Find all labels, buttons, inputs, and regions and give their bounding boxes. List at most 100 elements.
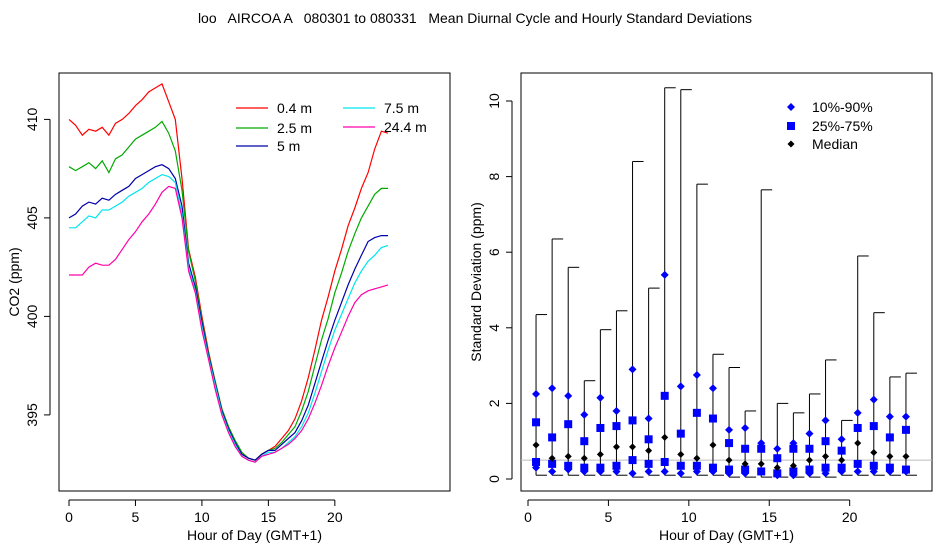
series-line-24-4-m: [69, 185, 389, 463]
p25-p75-square: [725, 439, 734, 448]
p10-p90-diamond: [837, 435, 846, 444]
p25-p75-square: [596, 423, 605, 432]
p10-p90-diamond: [725, 425, 734, 434]
median-marker: [596, 450, 604, 458]
p25-p75-square: [741, 465, 750, 474]
right-y-tick-label: 6: [486, 248, 502, 256]
p25-p75-square: [773, 454, 782, 463]
p25-p75-square: [532, 418, 541, 427]
median-marker: [548, 454, 556, 462]
left-x-tick-label: 0: [65, 509, 73, 525]
legend-swatch: [787, 122, 795, 130]
median-marker: [612, 443, 620, 451]
p25-p75-square: [564, 420, 573, 429]
p25-p75-square: [708, 463, 717, 472]
p10-p90-diamond: [741, 423, 750, 432]
right-x-tick-label: 10: [681, 509, 697, 525]
p25-p75-square: [628, 416, 637, 425]
right-x-tick-label: 5: [605, 509, 613, 525]
p10-p90-diamond: [532, 389, 541, 398]
left-x-tick-label: 15: [261, 509, 277, 525]
median-marker: [629, 443, 637, 451]
right-y-tick-label: 8: [486, 172, 502, 180]
right-y-tick-label: 0: [486, 475, 502, 483]
p10-p90-diamond: [821, 416, 830, 425]
co2-line-plot: 0 5 10 15 20 395 400 405 410 Hour of Day (GMT+1) C…: [6, 72, 451, 543]
std-dev-plot: 0 5 10 15 20 0 2 4 6 8 10 Hour of Day (GMT+1) Standa…: [468, 72, 933, 543]
series-line-0-4-m: [68, 83, 389, 461]
median-marker: [661, 433, 669, 441]
p25-p75-square: [676, 429, 685, 438]
median-marker: [822, 452, 830, 460]
p25-p75-square: [692, 461, 701, 470]
p10-p90-diamond: [612, 406, 621, 415]
p25-p75-square: [837, 446, 846, 455]
p10-p90-diamond: [869, 395, 878, 404]
p25-p75-square: [644, 459, 653, 468]
p25-p75-square: [692, 408, 701, 417]
p10-p90-diamond: [853, 467, 862, 476]
p25-p75-square: [789, 444, 798, 453]
p25-p75-square: [612, 461, 621, 470]
left-y-axis-label: CO2 (ppm): [6, 247, 22, 316]
median-marker: [693, 454, 701, 462]
p25-p75-square: [837, 463, 846, 472]
p10-p90-diamond: [885, 412, 894, 421]
p25-p75-square: [789, 467, 798, 476]
series-line-5-m: [68, 164, 388, 461]
p10-p90-diamond: [644, 467, 653, 476]
p10-p90-diamond: [853, 408, 862, 417]
right-x-axis-label: Hour of Day (GMT+1): [659, 527, 794, 543]
p10-p90-diamond: [676, 469, 685, 478]
p10-p90-diamond: [660, 467, 669, 476]
left-x-tick-label: 5: [132, 509, 140, 525]
p25-p75-square: [548, 433, 557, 442]
p25-p75-square: [901, 465, 910, 474]
left-x-tick-label: 20: [327, 509, 343, 525]
p25-p75-square: [741, 444, 750, 453]
legend-label: 0.4 m: [277, 100, 312, 116]
p25-p75-square: [548, 459, 557, 468]
right-plot-frame: [520, 72, 933, 492]
p25-p75-square: [885, 463, 894, 472]
median-marker: [580, 454, 588, 462]
median-marker: [789, 462, 797, 470]
p25-p75-square: [821, 463, 830, 472]
right-x-tick-label: 0: [524, 509, 532, 525]
p25-p75-square: [708, 414, 717, 423]
median-marker: [757, 460, 765, 468]
legend-label: 7.5 m: [384, 100, 419, 116]
legend-label: 5 m: [277, 138, 300, 154]
left-y-tick-label: 410: [24, 108, 40, 132]
p25-p75-square: [596, 463, 605, 472]
p10-p90-diamond: [564, 391, 573, 400]
median-marker: [773, 464, 781, 472]
p25-p75-square: [564, 461, 573, 470]
p25-p75-square: [628, 456, 637, 465]
legend-swatch: [787, 140, 795, 148]
p25-p75-square: [821, 437, 830, 446]
p25-p75-square: [725, 465, 734, 474]
p25-p75-square: [805, 465, 814, 474]
legend-label: 2.5 m: [277, 120, 312, 136]
p25-p75-square: [676, 461, 685, 470]
left-y-tick-label: 395: [24, 403, 40, 427]
legend-label: 25%-75%: [812, 118, 873, 134]
legend-label: 10%-90%: [812, 99, 873, 115]
median-marker: [725, 456, 733, 464]
p10-p90-diamond: [548, 467, 557, 476]
p25-p75-square: [757, 444, 766, 453]
p25-p75-square: [901, 425, 910, 434]
p25-p75-square: [853, 423, 862, 432]
p25-p75-square: [532, 457, 541, 466]
p10-p90-diamond: [660, 270, 669, 279]
left-y-tick-label: 405: [24, 206, 40, 230]
right-x-tick-label: 15: [761, 509, 777, 525]
p25-p75-square: [612, 422, 621, 431]
median-marker: [886, 452, 894, 460]
p10-p90-diamond: [708, 384, 717, 393]
legend-label: Median: [812, 136, 858, 152]
p25-p75-square: [805, 444, 814, 453]
left-y-tick-label: 400: [24, 305, 40, 329]
